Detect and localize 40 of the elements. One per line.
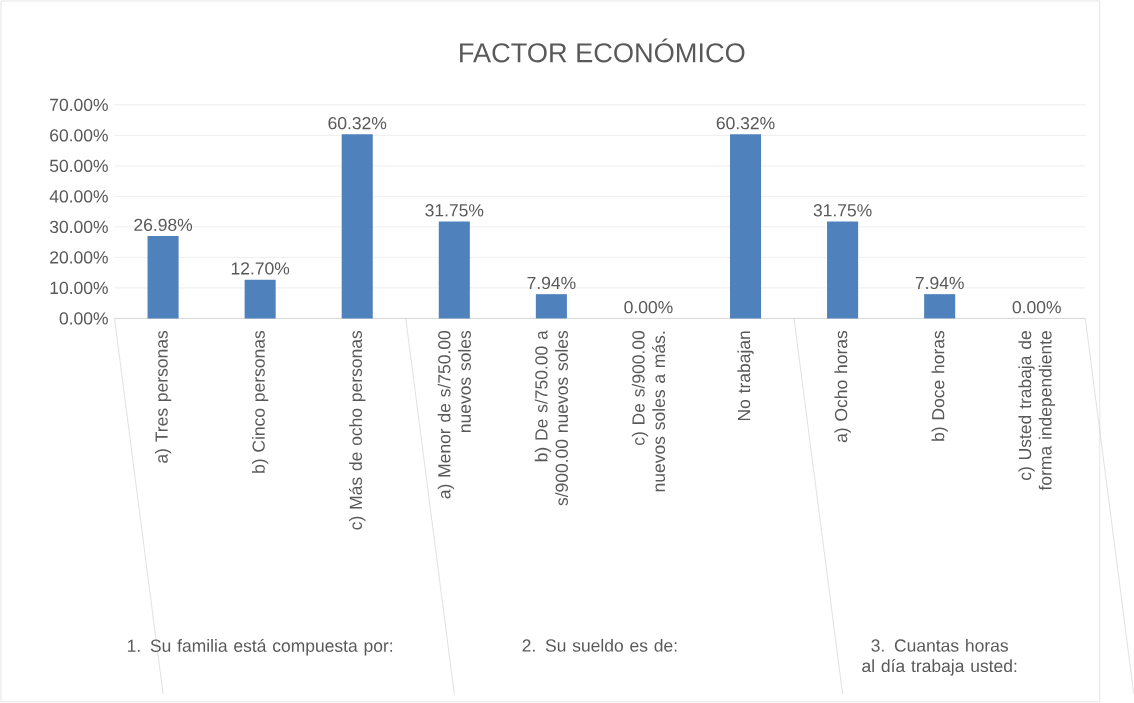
y-tick-label: 60.00% [50,129,108,142]
data-label: 60.32% [716,117,775,130]
bar [729,134,762,319]
x-tick-label: c) De s/900.00 nuevos soles a más. [631,331,666,492]
x-tick-label: c) Usted trabaja de forma independiente [1018,331,1056,491]
x-tick-label: b) Cinco personas [252,331,269,473]
bar [244,279,276,319]
x-tick-label: No trabajan [737,331,754,421]
bar [147,236,179,319]
data-label: 31.75% [813,204,872,217]
x-tick-label: a) Ocho horas [834,330,851,443]
data-label: 60.32% [328,117,387,130]
data-label: 12.70% [231,262,290,275]
bar [827,221,859,319]
data-label: 0.00% [1012,301,1061,314]
y-tick-label: 70.00% [50,98,108,112]
data-label: 31.75% [425,204,484,217]
text: 3. Cuantas horas al día trabaja usted: [862,639,1017,676]
y-tick-label: 0.00% [59,312,108,325]
bar [438,221,470,319]
y-tick-label: 20.00% [50,251,108,264]
x-tick-label: a) Tres personas [154,330,172,463]
data-label: 26.98% [134,218,193,232]
y-tick-label: 30.00% [49,220,108,234]
bar [341,134,373,319]
data-label: 7.94% [915,276,964,290]
y-tick-label: 10.00% [50,281,108,295]
chart-title: FACTOR ECONÓMICO [460,38,745,63]
data-label: 7.94% [527,276,576,290]
x-tick-label: c) Más de ocho personas [348,331,366,530]
text: 2. Su sueldo es de: [522,639,677,652]
bar [924,294,956,319]
text: 1. Su familia está compuesta por: [127,639,393,656]
x-tick-label: b) De s/750.00 a s/900.00 nuevos soles [534,330,568,506]
x-tick-label: a) Menor de s/750.00 nuevos soles [437,330,471,499]
data-label: 0.00% [624,301,673,314]
y-tick-label: 50.00% [49,159,108,173]
y-tick-label: 40.00% [49,190,108,203]
x-tick-label: b) Doce horas [931,331,948,441]
bar [535,294,567,319]
